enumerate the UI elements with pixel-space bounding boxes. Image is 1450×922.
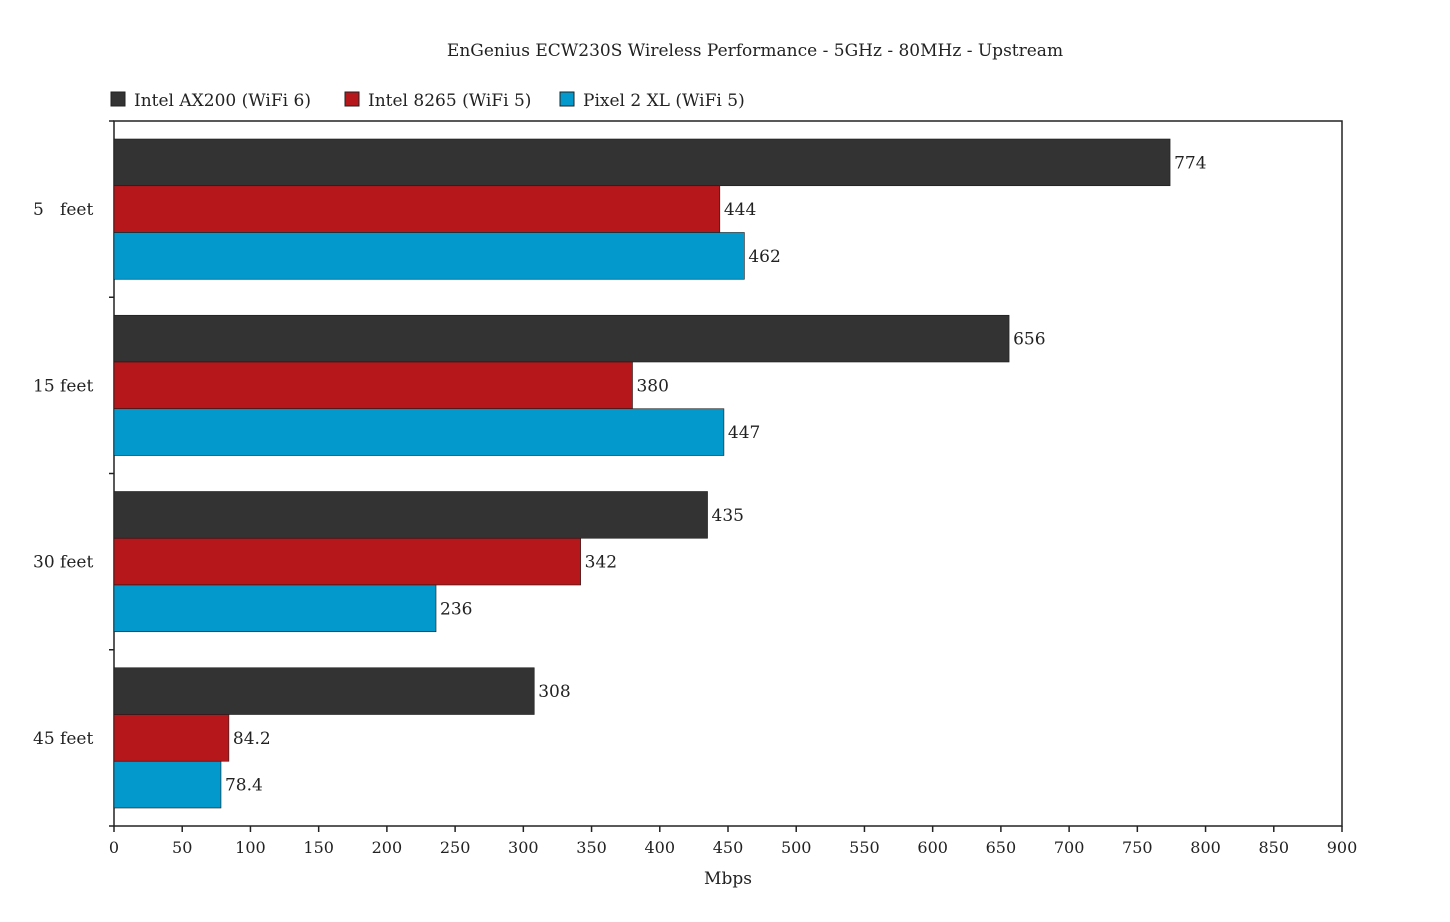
bar-4-2 — [113, 714, 230, 762]
data-label-1-3: 462 — [748, 247, 780, 267]
data-label-4-1: 308 — [538, 682, 570, 702]
bar-4-1 — [113, 667, 535, 715]
x-tick-label-12: 600 — [917, 838, 948, 857]
bar-4-3 — [113, 760, 222, 809]
bar-3-2 — [113, 537, 581, 586]
data-labels: 774 444 462 656 380 447 435 342 236 308 84.2 78.4 — [225, 153, 1207, 795]
x-tick-label-2: 100 — [235, 838, 266, 857]
x-axis: 0 50 100 150 200 250 300 350 400 450 500 550 600 650 7… — [109, 120, 1358, 857]
legend-swatch-2 — [344, 91, 360, 107]
legend: Intel AX200 (WiFi 6) Intel 8265 (WiFi 5) P… — [110, 91, 745, 111]
data-label-3-1: 435 — [712, 506, 744, 526]
x-tick-label-1: 50 — [172, 838, 192, 857]
data-label-1-1: 774 — [1174, 153, 1206, 173]
x-tick-label-8: 400 — [645, 838, 676, 857]
x-tick-label-6: 300 — [508, 838, 539, 857]
legend-label-1: Intel AX200 (WiFi 6) — [134, 91, 311, 111]
x-tick-label-11: 550 — [849, 838, 880, 857]
category-labels: 5 feet 15 feet 30 feet 45 feet — [33, 200, 93, 749]
x-tick-label-15: 750 — [1122, 838, 1153, 857]
legend-swatch-3 — [559, 91, 575, 107]
data-label-2-2: 380 — [636, 376, 668, 396]
x-tick-label-9: 450 — [713, 838, 744, 857]
category-label-2: 15 feet — [33, 376, 93, 396]
x-tick-label-18: 900 — [1327, 838, 1358, 857]
bar-3-1 — [113, 491, 708, 539]
data-label-2-3: 447 — [728, 423, 760, 443]
data-label-4-2: 84.2 — [233, 729, 271, 749]
data-label-3-2: 342 — [585, 553, 617, 573]
bar-3-3 — [113, 584, 437, 633]
bar-2-3 — [113, 408, 725, 456]
bars — [113, 138, 1171, 809]
x-tick-label-7: 350 — [576, 838, 607, 857]
chart-title: EnGenius ECW230S Wireless Performance - … — [447, 41, 1063, 61]
bar-1-3 — [113, 232, 745, 280]
x-tick-label-14: 700 — [1054, 838, 1085, 857]
x-tick-label-10: 500 — [781, 838, 812, 857]
data-label-2-1: 656 — [1013, 330, 1045, 350]
category-label-1: 5 feet — [33, 200, 93, 220]
x-tick-label-5: 250 — [440, 838, 471, 857]
bar-2-2 — [113, 361, 633, 410]
category-label-4: 45 feet — [33, 729, 93, 749]
x-axis-title: Mbps — [704, 869, 752, 889]
legend-label-2: Intel 8265 (WiFi 5) — [368, 91, 531, 111]
data-label-4-3: 78.4 — [225, 776, 263, 796]
x-tick-label-0: 0 — [109, 838, 119, 857]
x-tick-label-4: 200 — [372, 838, 403, 857]
bar-1-2 — [113, 185, 721, 233]
x-tick-label-17: 850 — [1259, 838, 1290, 857]
x-tick-label-13: 650 — [986, 838, 1017, 857]
legend-label-3: Pixel 2 XL (WiFi 5) — [583, 91, 745, 111]
category-label-3: 30 feet — [33, 553, 93, 573]
bar-2-1 — [113, 314, 1010, 363]
legend-swatch-1 — [110, 91, 126, 107]
bar-1-1 — [113, 138, 1171, 187]
data-label-3-3: 236 — [440, 599, 472, 619]
x-tick-label-16: 800 — [1190, 838, 1221, 857]
data-label-1-2: 444 — [724, 200, 756, 220]
x-tick-label-3: 150 — [303, 838, 334, 857]
